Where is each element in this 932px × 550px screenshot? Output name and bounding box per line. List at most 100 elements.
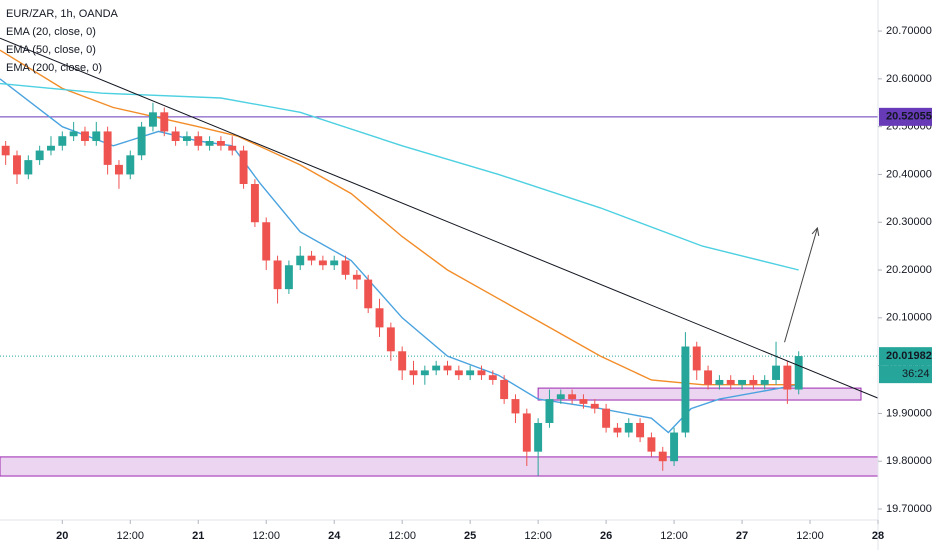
candle-body (466, 370, 475, 376)
candle-body (92, 131, 101, 141)
candle-body (81, 131, 89, 141)
x-tick-label: 26 (600, 530, 612, 542)
candle-body (330, 260, 339, 266)
x-tick-label: 24 (328, 530, 341, 542)
candle-body (307, 255, 316, 261)
legend-entry: EMA (20, close, 0) (6, 26, 96, 38)
y-tick-label: 19.80000 (886, 455, 932, 467)
candle-body (670, 432, 679, 462)
plot-area (0, 37, 879, 477)
y-tick-label: 19.90000 (886, 407, 932, 419)
candle-body (454, 370, 463, 376)
candle-body (477, 370, 486, 376)
arrow (784, 227, 818, 343)
candle-body (126, 155, 135, 175)
candle-body (182, 136, 191, 141)
x-tick-label: 12:00 (796, 530, 824, 542)
ema-line (0, 49, 799, 386)
legend-entry: EMA (200, close, 0) (6, 62, 102, 74)
candle-body (658, 451, 667, 462)
candle-body (409, 370, 418, 376)
candle-body (420, 370, 429, 376)
candle-body (760, 379, 769, 385)
legend-title: EUR/ZAR, 1h, OANDA (6, 8, 119, 20)
candle-body (488, 375, 497, 380)
candle-body (783, 365, 792, 390)
last-price-box (879, 347, 932, 366)
candle-body (726, 379, 735, 385)
candle-body (545, 399, 554, 423)
candle-body (432, 365, 441, 371)
candle-body (636, 422, 645, 438)
candle-body (772, 365, 781, 380)
candle-body (590, 403, 599, 409)
zone (537, 387, 862, 401)
candle-body (284, 265, 293, 290)
ema-line (0, 78, 799, 434)
x-tick-label: 12:00 (388, 530, 416, 542)
x-tick-label: 12:00 (117, 530, 145, 542)
candle-body (443, 365, 452, 371)
candle-body (738, 379, 747, 385)
candle-body (624, 422, 633, 433)
ema-line (0, 82, 799, 271)
x-tick-label: 12:00 (524, 530, 552, 542)
candle-body (534, 422, 543, 452)
candle-body (205, 140, 214, 146)
candle-body (24, 160, 33, 175)
x-tick-label: 27 (736, 530, 748, 542)
candle-body (35, 150, 44, 161)
hline-label: 20.52055 (886, 111, 932, 123)
candle-body (114, 164, 123, 175)
x-tick-label: 20 (56, 530, 68, 542)
x-tick-label: 21 (192, 530, 204, 542)
candle-body (171, 131, 180, 141)
candle-body (681, 346, 690, 433)
candle-body (137, 126, 146, 156)
last-price-label: 20.01982 (886, 350, 932, 362)
candle-body (568, 394, 577, 400)
candle-body (613, 427, 622, 433)
candle-body (273, 260, 282, 290)
candle-body (228, 145, 237, 151)
candle-body (250, 184, 259, 223)
legend-entry: EMA (50, close, 0) (6, 44, 96, 56)
candle-body (794, 356, 803, 390)
candle-body (386, 327, 395, 352)
y-tick-label: 20.60000 (886, 73, 932, 85)
candle-body (602, 408, 611, 428)
candle-body (398, 351, 407, 371)
candle-body (647, 437, 656, 452)
candle-body (715, 379, 724, 385)
candle-body (704, 370, 713, 385)
candle-body (364, 279, 373, 309)
y-tick-label: 20.20000 (886, 264, 932, 276)
x-tick-label: 12:00 (252, 530, 280, 542)
candle-body (511, 399, 520, 414)
candle-body (194, 136, 203, 146)
candle-body (352, 274, 361, 280)
countdown-box (879, 365, 932, 384)
candle-body (341, 260, 350, 275)
candle-body (500, 379, 509, 400)
legend: EUR/ZAR, 1h, OANDA EMA (20, close, 0) EMA… (6, 8, 119, 74)
countdown-label: 36:24 (902, 368, 930, 380)
candle-body (296, 255, 305, 266)
candle-body (160, 112, 169, 132)
y-tick-label: 20.70000 (886, 25, 932, 37)
candle-body (239, 150, 248, 185)
candle-body (148, 112, 157, 127)
candle-body (216, 140, 225, 146)
candle-body (556, 394, 565, 400)
candle-body (47, 145, 55, 151)
candle-body (69, 131, 78, 137)
candle-body (318, 260, 327, 266)
candle-body (749, 379, 758, 385)
candle-body (262, 222, 271, 261)
y-tick-label: 20.40000 (886, 168, 932, 180)
candle-body (375, 308, 384, 328)
trendline (0, 37, 879, 399)
candle-body (692, 346, 701, 371)
